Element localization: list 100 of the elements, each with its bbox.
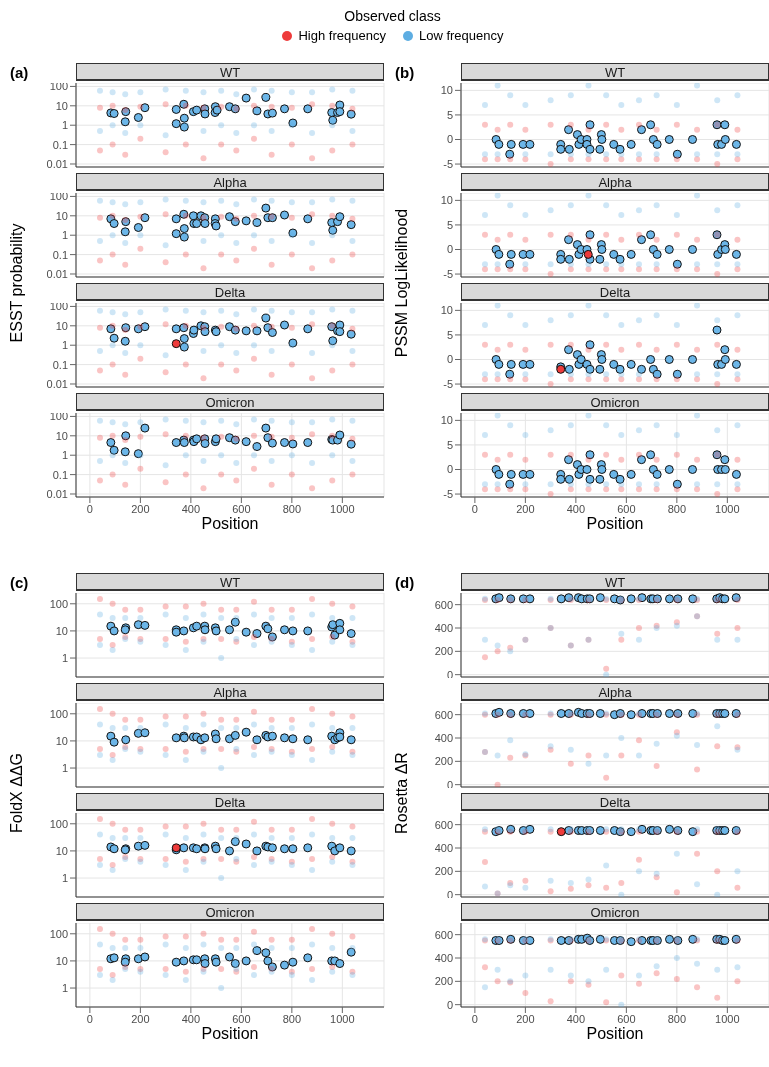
y-tick-label: 0 (446, 243, 453, 256)
y-tick-label: 10 (440, 304, 453, 317)
y-tick-label: 0.1 (52, 248, 68, 261)
x-tick-label: 400 (181, 502, 201, 515)
y-tick-label: 5 (446, 108, 453, 121)
x-tick-label: 600 (617, 502, 636, 515)
x-tick-label: 600 (232, 502, 251, 515)
y-tick-label: 5 (446, 328, 453, 341)
y-tick-label: -5 (443, 487, 453, 500)
y-tick-label: 10 (55, 99, 68, 112)
y-tick-label: 100 (49, 300, 68, 313)
y-tick-label: 0 (446, 353, 453, 366)
x-tick-label: 400 (566, 502, 586, 515)
x-tick-label: 200 (516, 502, 535, 515)
y-tick-label: 400 (434, 951, 453, 964)
y-tick-label: -5 (443, 377, 453, 390)
chart-title: WT (461, 573, 769, 591)
y-tick-label: 100 (49, 707, 68, 720)
y-tick-label: 0.01 (46, 377, 68, 390)
x-tick-label: 600 (617, 1012, 636, 1025)
y-tick-label: 400 (434, 841, 453, 854)
y-tick-label: 10 (55, 954, 68, 967)
chart-title: Alpha (461, 683, 769, 701)
y-tick-label: 100 (49, 80, 68, 93)
y-tick-label: 0.01 (46, 487, 68, 500)
y-tick-label: 0.1 (52, 358, 68, 371)
y-tick-label: 0.1 (52, 138, 68, 151)
y-tick-label: 0 (446, 668, 453, 681)
y-tick-label: 200 (434, 865, 453, 878)
y-tick-label: 600 (434, 818, 453, 831)
y-tick-label: 1 (61, 651, 68, 664)
y-tick-label: -5 (443, 267, 453, 280)
legend-label: High frequency (298, 28, 386, 43)
chart-title: Delta (461, 283, 769, 301)
y-tick-label: 5 (446, 218, 453, 231)
y-axis-title: PSSM LogLikelihood (393, 208, 410, 358)
x-tick-label: 1000 (715, 502, 740, 515)
chart-title: WT (76, 63, 384, 81)
y-tick-label: 400 (434, 621, 453, 634)
chart-title: Delta (76, 283, 384, 301)
x-axis-title: Position (585, 515, 645, 533)
y-tick-label: 600 (434, 598, 453, 611)
y-tick-label: 1 (61, 339, 68, 352)
x-tick-label: 400 (181, 1012, 201, 1025)
y-tick-label: 0 (446, 998, 453, 1011)
y-tick-label: 1 (61, 119, 68, 132)
chart-title: WT (461, 63, 769, 81)
y-tick-label: 1 (61, 449, 68, 462)
y-tick-label: 10 (55, 624, 68, 637)
text: (a) (10, 64, 29, 81)
legend-label: Low frequency (418, 28, 504, 43)
chart-title: Delta (461, 793, 769, 811)
text: (b) (395, 64, 415, 81)
x-tick-label: 1000 (330, 1012, 355, 1025)
y-tick-label: 0 (446, 888, 453, 901)
y-tick-label: 10 (440, 194, 453, 207)
y-tick-label: 0.01 (46, 267, 68, 280)
x-tick-label: 800 (667, 1012, 687, 1025)
y-tick-label: 100 (49, 597, 68, 610)
y-tick-label: 0.1 (52, 468, 68, 481)
x-tick-label: 0 (86, 502, 93, 515)
y-tick-label: 10 (55, 844, 68, 857)
x-tick-label: 800 (282, 1012, 302, 1025)
legend-title: Observed class (343, 8, 442, 24)
x-tick-label: 800 (282, 502, 302, 515)
chart-title: Alpha (76, 173, 384, 191)
y-tick-label: 1 (61, 871, 68, 884)
x-tick-label: 600 (232, 1012, 251, 1025)
y-tick-label: 400 (434, 731, 453, 744)
y-tick-label: 600 (434, 708, 453, 721)
x-axis-title: Position (200, 1025, 260, 1043)
y-tick-label: 200 (434, 645, 453, 658)
chart-title: Omicron (76, 903, 384, 921)
x-tick-label: 200 (516, 1012, 535, 1025)
chart-title: Alpha (461, 173, 769, 191)
chart-title: Alpha (76, 683, 384, 701)
y-axis-title: Rosetta ΔR (393, 752, 410, 834)
y-tick-label: 1 (61, 229, 68, 242)
text: (c) (10, 574, 29, 591)
y-tick-label: 0 (446, 463, 453, 476)
y-axis-title: FoldX ΔΔG (8, 752, 25, 834)
chart-title: Omicron (461, 903, 769, 921)
y-tick-label: 0 (446, 778, 453, 791)
y-tick-label: 10 (55, 319, 68, 332)
chart-title: WT (76, 573, 384, 591)
chart-title: Omicron (461, 393, 769, 411)
x-tick-label: 1000 (330, 502, 355, 515)
y-tick-label: 10 (440, 414, 453, 427)
text: (d) (395, 574, 415, 591)
y-tick-label: 100 (49, 410, 68, 423)
chart-title: Delta (76, 793, 384, 811)
y-tick-label: 10 (55, 429, 68, 442)
y-tick-label: -5 (443, 157, 453, 170)
x-tick-label: 0 (471, 502, 478, 515)
y-tick-label: 10 (440, 84, 453, 97)
x-tick-label: 0 (471, 1012, 478, 1025)
x-tick-label: 0 (86, 1012, 93, 1025)
y-tick-label: 200 (434, 975, 453, 988)
y-tick-label: 100 (49, 927, 68, 940)
x-tick-label: 200 (131, 502, 150, 515)
